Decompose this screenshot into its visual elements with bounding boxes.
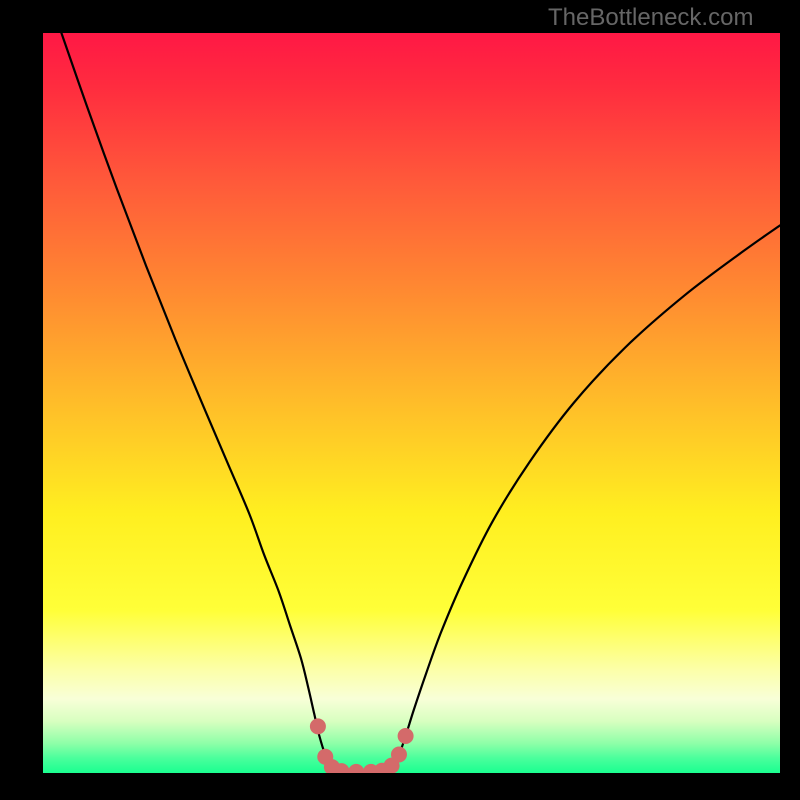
marker-dot (310, 718, 326, 734)
chart-container: { "watermark": { "text": "TheBottleneck.… (0, 0, 800, 800)
plot-area (43, 33, 780, 773)
marker-dot (398, 728, 414, 744)
watermark-text: TheBottleneck.com (548, 4, 753, 32)
marker-dot (391, 747, 407, 763)
marker-dot (348, 764, 364, 773)
chart-svg (43, 33, 780, 773)
curve-line (61, 33, 780, 772)
